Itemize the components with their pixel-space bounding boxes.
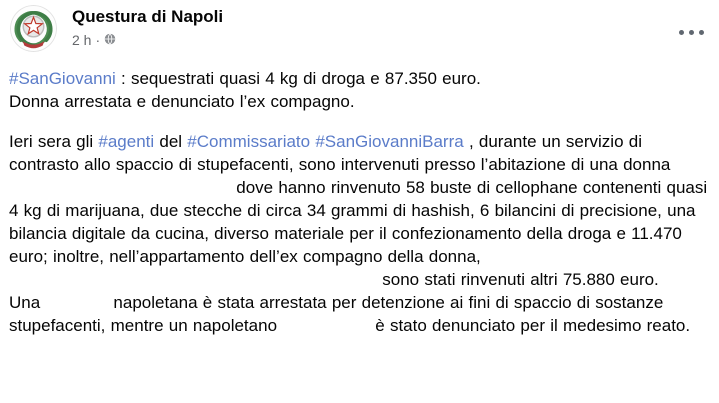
post-paragraph: #SanGiovanni : sequestrati quasi 4 kg di… [9,69,481,111]
header-text: Questura di Napoli 2 h · [72,6,223,49]
post-body: #SanGiovanni : sequestrati quasi 4 kg di… [0,67,719,337]
redacted-text-gap [9,284,377,285]
hashtag-link[interactable]: #SanGiovanniBarra [315,132,464,151]
post-timestamp[interactable]: 2 h [72,31,92,48]
italy-emblem-icon [10,5,57,52]
redacted-text-gap [40,307,108,308]
redacted-text-gap [277,330,370,331]
page-avatar[interactable] [10,5,57,52]
post-header: Questura di Napoli 2 h · [0,0,719,56]
post-meta: 2 h · [72,30,223,49]
redacted-text-gap [9,192,231,193]
globe-public-icon [104,31,116,49]
hashtag-link[interactable]: #Commissariato [187,132,311,151]
ellipsis-icon [678,29,704,35]
post-options-button[interactable] [675,20,707,44]
hashtag-link[interactable]: #agenti [98,132,155,151]
hashtag-link[interactable]: #SanGiovanni [9,69,116,88]
page-name[interactable]: Questura di Napoli [72,7,224,26]
meta-separator: · [95,31,101,48]
post-paragraph: Ieri sera gli #agenti del #Commissariato… [9,132,708,335]
